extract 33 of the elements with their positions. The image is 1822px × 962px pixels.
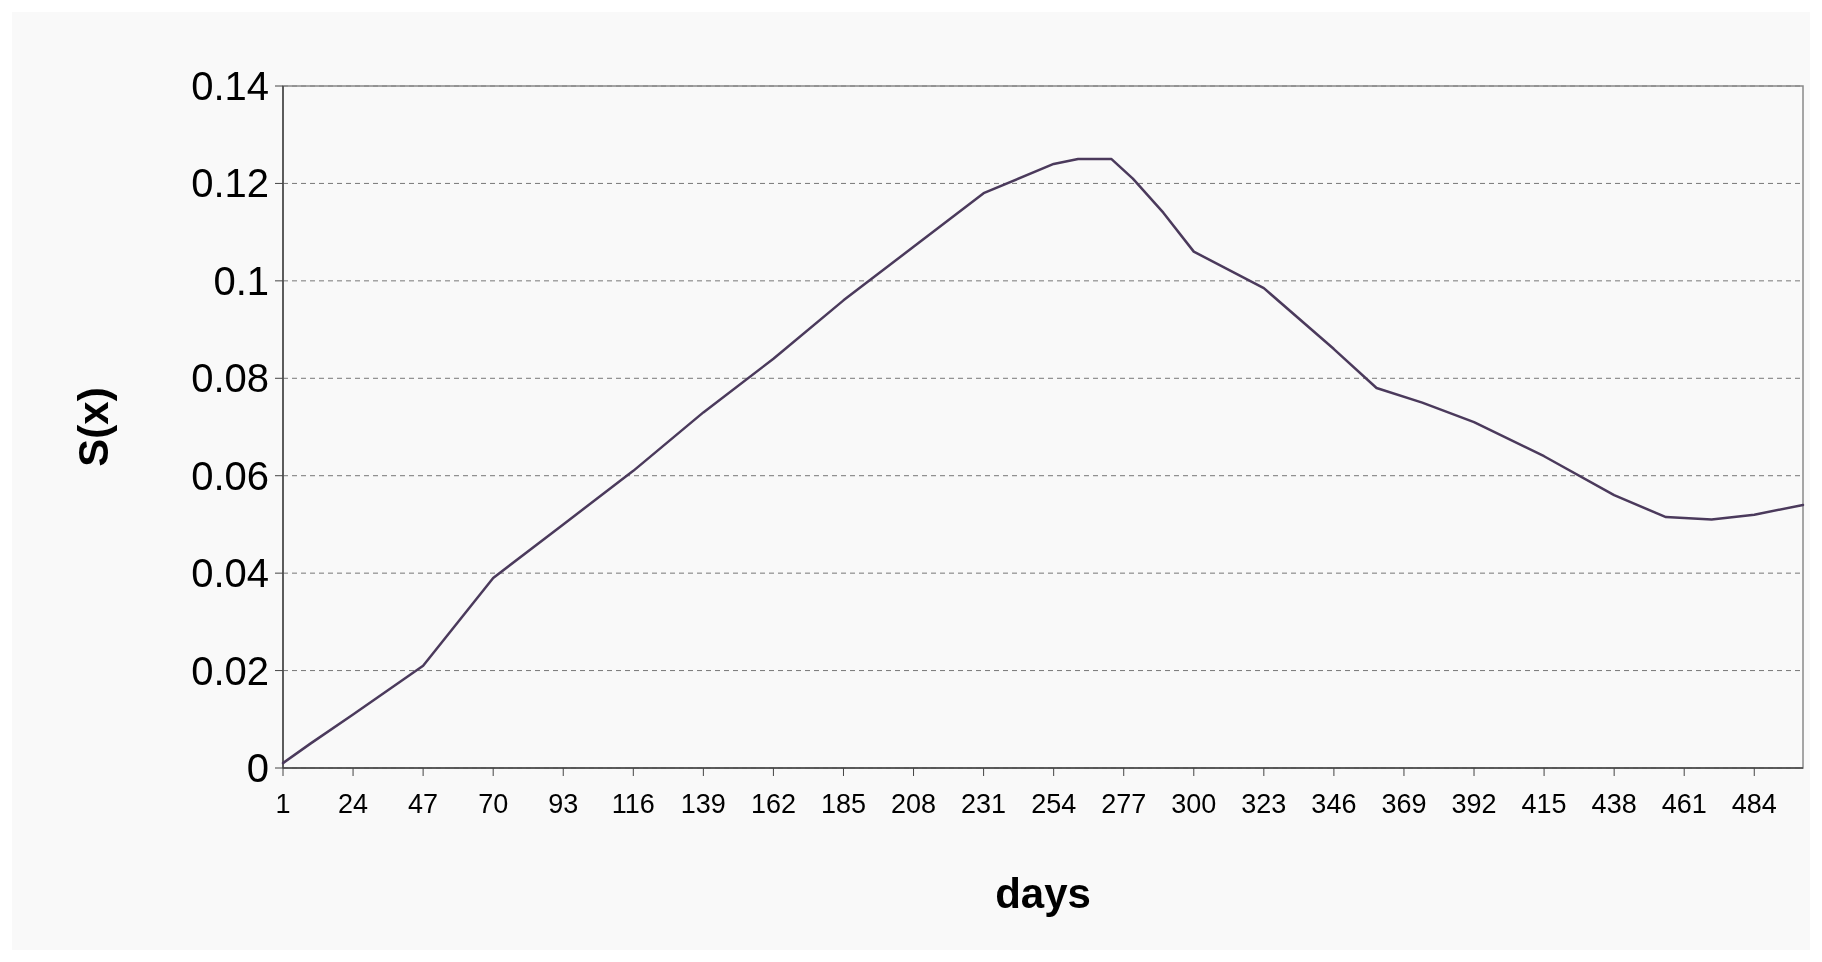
- y-tick-label: 0.12: [191, 161, 269, 206]
- x-tick-label: 139: [680, 789, 726, 819]
- x-tick-label: 346: [1311, 789, 1357, 819]
- x-tick-label: 93: [548, 789, 579, 819]
- x-tick-label: 208: [891, 789, 937, 819]
- x-axis-title: days: [995, 870, 1091, 917]
- x-tick-label: 300: [1171, 789, 1217, 819]
- x-tick-label: 484: [1731, 789, 1777, 819]
- x-tick-label: 369: [1381, 789, 1427, 819]
- y-tick-label: 0.02: [191, 648, 269, 693]
- y-tick-label: 0: [246, 746, 269, 790]
- x-tick-label: 461: [1661, 789, 1707, 819]
- x-tick-label: 24: [338, 789, 369, 819]
- x-tick-label: 438: [1591, 789, 1637, 819]
- y-tick-label: 0.04: [191, 551, 269, 596]
- x-tick-label: 1: [275, 789, 291, 819]
- y-tick-label: 0.06: [191, 453, 269, 498]
- x-tick-label: 254: [1031, 789, 1077, 819]
- y-tick-label: 0.08: [191, 356, 269, 401]
- x-tick-label: 185: [820, 789, 867, 819]
- y-tick-label: 0.1: [213, 258, 269, 303]
- x-tick-label: 415: [1521, 789, 1567, 819]
- x-tick-label: 231: [961, 789, 1007, 819]
- x-tick-label: 392: [1451, 789, 1497, 819]
- x-tick-label: 70: [478, 789, 509, 819]
- line-series: [281, 157, 1805, 765]
- y-axis-title: S(x): [70, 387, 117, 467]
- x-tick-label: 162: [750, 789, 796, 819]
- x-tick-label: 277: [1101, 789, 1147, 819]
- x-tick-label: 47: [408, 789, 439, 819]
- x-tick-label: 323: [1241, 789, 1287, 819]
- x-tick-label: 116: [611, 789, 655, 819]
- y-tick-label: 0.14: [191, 64, 269, 108]
